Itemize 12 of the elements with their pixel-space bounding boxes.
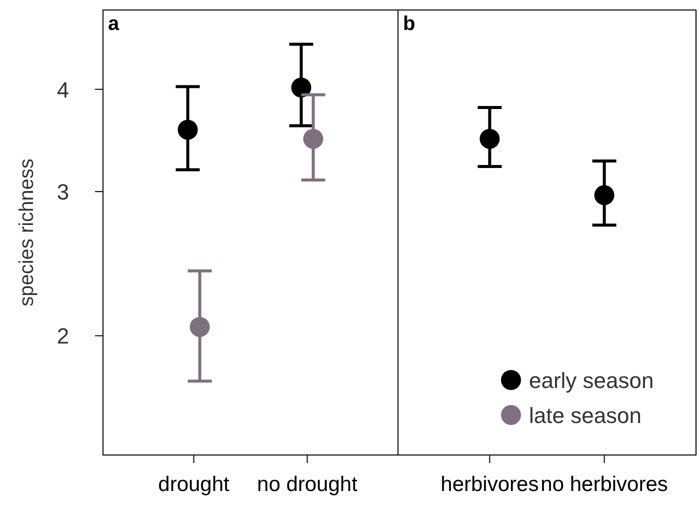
- y-tick-label: 4: [56, 77, 70, 102]
- x-tick-label: herbivores: [440, 473, 539, 496]
- x-tick-label: drought: [158, 473, 230, 496]
- legend-label: late season: [529, 403, 642, 428]
- y-axis-title: species richness: [16, 158, 38, 306]
- x-tick-label: no herbivores: [540, 473, 668, 496]
- x-tick-label: no drought: [257, 473, 358, 496]
- y-tick-label: 2: [56, 324, 70, 349]
- chart-title: a: [108, 13, 120, 35]
- chart-title: b: [403, 13, 416, 35]
- legend-label: early season: [529, 368, 654, 393]
- y-tick-label: 3: [56, 180, 70, 205]
